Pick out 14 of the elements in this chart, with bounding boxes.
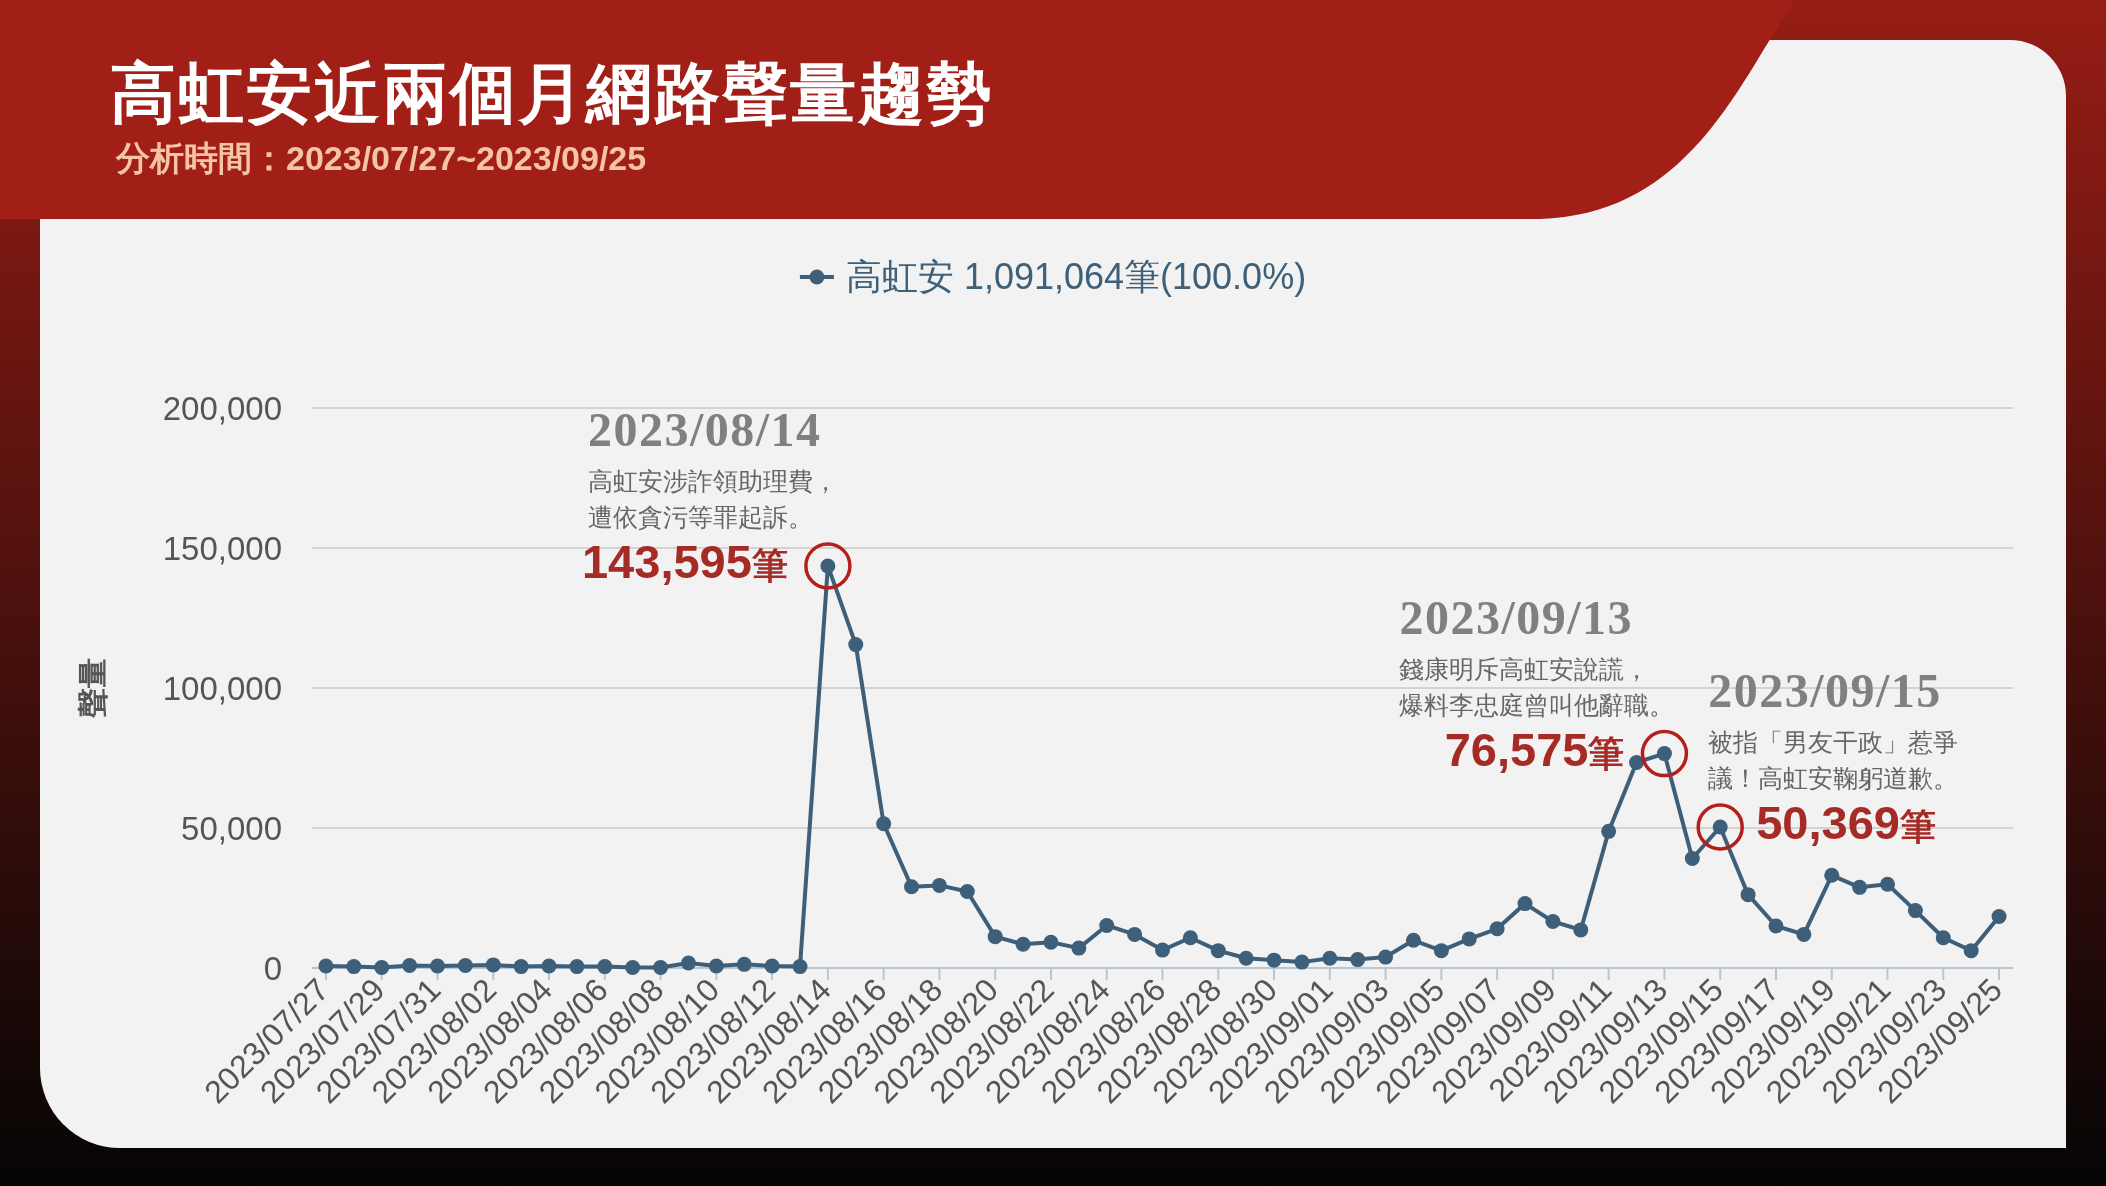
- data-label: 50,369筆: [1756, 795, 1936, 849]
- chart-subtitle: 分析時間：2023/07/27~2023/09/25: [115, 139, 647, 177]
- data-label: 143,595筆: [581, 534, 788, 588]
- y-tick-label: 150,000: [162, 530, 282, 567]
- annotation: 2023/09/15 被指「男友干政」惹爭議！高虹安鞠躬道歉。: [1708, 663, 1959, 792]
- y-tick-label: 100,000: [162, 670, 282, 707]
- y-tick-label: 50,000: [181, 810, 282, 847]
- chart-title: 高虹安近兩個月網路聲量趨勢: [110, 56, 994, 130]
- data-label: 76,575筆: [1444, 722, 1625, 776]
- annotation: 2023/08/14 高虹安涉詐領助理費，遭依貪污等罪起訴。: [587, 402, 838, 531]
- annotation: 2023/09/13 錢康明斥高虹安說謊，爆料李忠庭曾叫他辭職。: [1399, 590, 1675, 719]
- y-axis-title: 聲量: [76, 658, 109, 719]
- legend-label: 高虹安 1,091,064筆(100.0%): [845, 256, 1307, 297]
- y-tick-label: 200,000: [162, 390, 282, 427]
